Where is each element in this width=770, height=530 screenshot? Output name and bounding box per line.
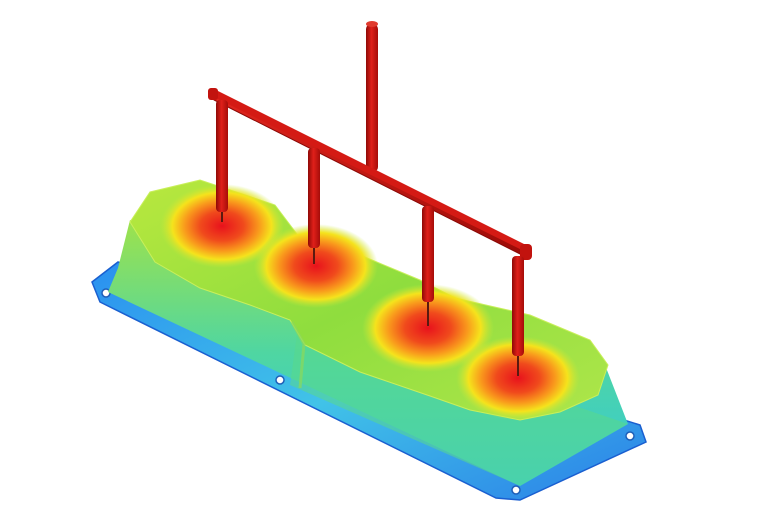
runner-drop <box>216 100 228 212</box>
sprue <box>366 24 378 172</box>
runner-drop <box>422 206 434 302</box>
bolt-hole-icon <box>275 375 285 385</box>
bolt-hole-icon <box>101 288 111 298</box>
cavity-hotspot <box>254 224 378 308</box>
bolt-hole-icon <box>625 431 635 441</box>
cavity-hotspot <box>160 184 284 268</box>
cavity-hotspot <box>456 336 580 420</box>
runner-drop <box>308 148 320 248</box>
cavity-hotspot <box>362 284 494 372</box>
bolt-hole-icon <box>511 485 521 495</box>
runner-drop <box>512 256 524 356</box>
runner-system <box>208 21 532 376</box>
temperature-hotspots <box>160 184 580 420</box>
